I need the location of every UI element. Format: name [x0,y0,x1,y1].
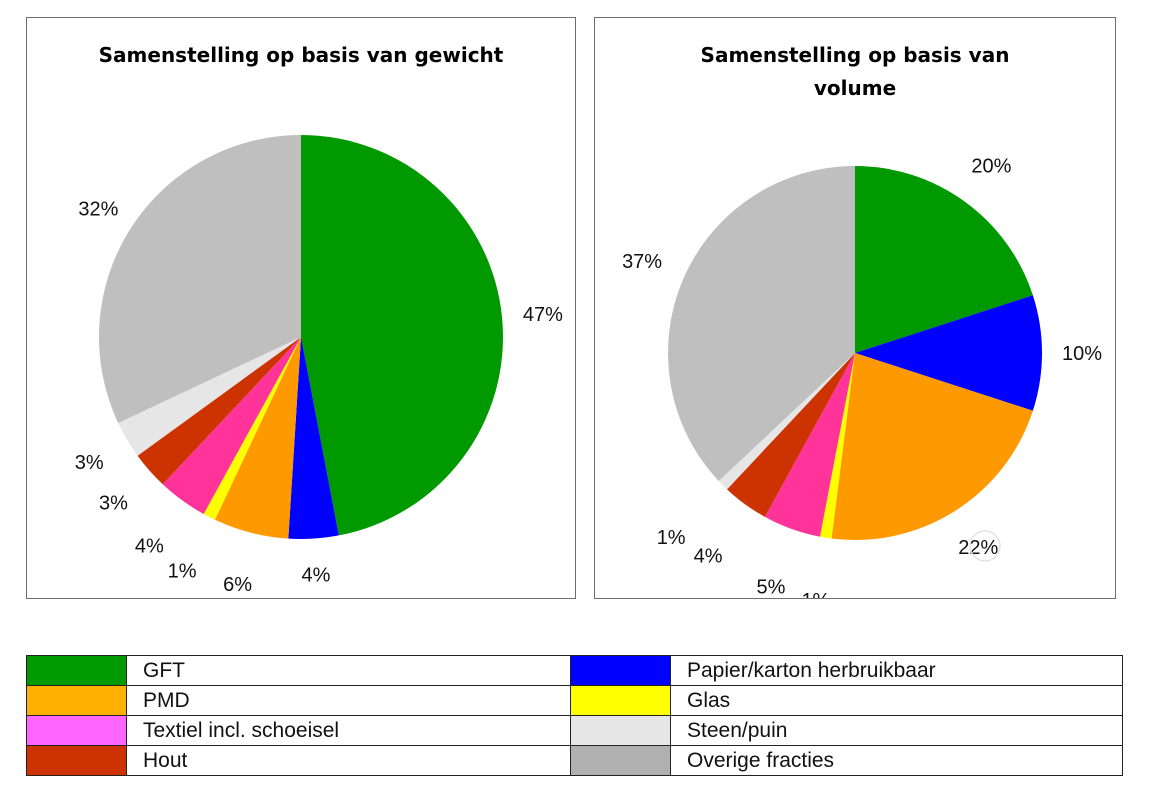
legend-label-pmd: PMD [126,685,571,716]
faint-circle-mark [969,530,1001,562]
legend-swatch-overige-fracties [570,745,671,776]
slice-label-gft: 20% [971,155,1011,177]
legend-label-papier-karton-herbruikbaar: Papier/karton herbruikbaar [670,655,1123,686]
pie-slice-pmd [214,337,301,539]
slice-label-overige-fracties: 37% [622,251,662,273]
legend-swatch-steen-puin [570,715,671,746]
pie-slice-gft [855,166,1033,353]
legend-label-hout: Hout [126,745,571,776]
pie-chart-volume-panel: Samenstelling op basis van volume 20% 10% 2… [594,17,1116,599]
legend-table: GFT Papier/karton herbruikbaar PMD Glas Text… [26,655,1123,776]
slice-label-overige-fracties: 32% [78,198,118,220]
legend-row: PMD Glas [26,685,1123,716]
legend-label-gft: GFT [126,655,571,686]
chart-title-volume-line-1: Samenstelling op basis van [701,43,1010,67]
pie-slice-hout [726,353,855,517]
pie-slice-steen-puin [118,337,301,456]
slice-label-pmd: 22% [958,537,998,559]
slice-label-papier-karton-herbruikbaar: 10% [1062,343,1102,365]
pie-slice-overige-fracties [98,135,301,424]
slice-label-textiel-incl-schoeisel: 4% [135,536,164,558]
legend-swatch-textiel-incl-schoeisel [26,715,127,746]
legend-swatch-papier-karton-herbruikbaar [570,655,671,686]
legend-swatch-hout [26,745,127,776]
pie-slice-papier-karton-herbruikbaar [288,337,339,539]
chart-title-volume-line-2: volume [814,76,896,100]
pie-chart-weight-panel: Samenstelling op basis van gewicht 47% 4%… [26,17,576,599]
pie-slice-glas [819,353,855,539]
pie-slice-textiel-incl-schoeisel [764,353,855,537]
pie-slice-pmd [831,353,1033,540]
slice-label-papier-karton-herbruikbaar: 4% [301,565,330,587]
pie-chart-weight: Samenstelling op basis van gewicht 47% 4%… [75,43,563,596]
pie-slice-hout [137,337,301,485]
pie-slice-textiel-incl-schoeisel [162,337,301,515]
legend-row: GFT Papier/karton herbruikbaar [26,655,1123,686]
pie-slice-overige-fracties [668,166,855,482]
slice-label-steen-puin: 3% [75,452,104,474]
pie-slice-papier-karton-herbruikbaar [855,295,1042,411]
legend-swatch-pmd [26,685,127,716]
slice-label-hout: 4% [694,545,723,567]
legend-label-textiel-incl-schoeisel: Textiel incl. schoeisel [126,715,571,746]
pie-slice-glas [203,337,301,520]
legend-row: Textiel incl. schoeisel Steen/puin [26,715,1123,746]
legend-swatch-gft [26,655,127,686]
slice-label-glas: 1% [801,590,830,598]
slice-label-gft: 47% [523,304,563,326]
pie-slice-steen-puin [718,353,855,490]
legend-label-overige-fracties: Overige fracties [670,745,1123,776]
slice-label-glas: 1% [168,560,197,582]
slice-label-textiel-incl-schoeisel: 5% [757,576,786,598]
legend-row: Hout Overige fracties [26,745,1123,776]
slice-label-pmd: 6% [223,574,252,596]
pie-chart-volume: Samenstelling op basis van volume 20% 10% 2… [622,43,1102,598]
chart-title-volume: Samenstelling op basis van volume [701,43,1010,100]
slice-label-steen-puin: 1% [657,527,686,549]
pie-slice-gft [301,135,503,536]
slice-label-hout: 3% [99,492,128,514]
legend-label-glas: Glas [670,685,1123,716]
legend-swatch-glas [570,685,671,716]
legend-label-steen-puin: Steen/puin [670,715,1123,746]
chart-title-weight: Samenstelling op basis van gewicht [99,43,504,67]
